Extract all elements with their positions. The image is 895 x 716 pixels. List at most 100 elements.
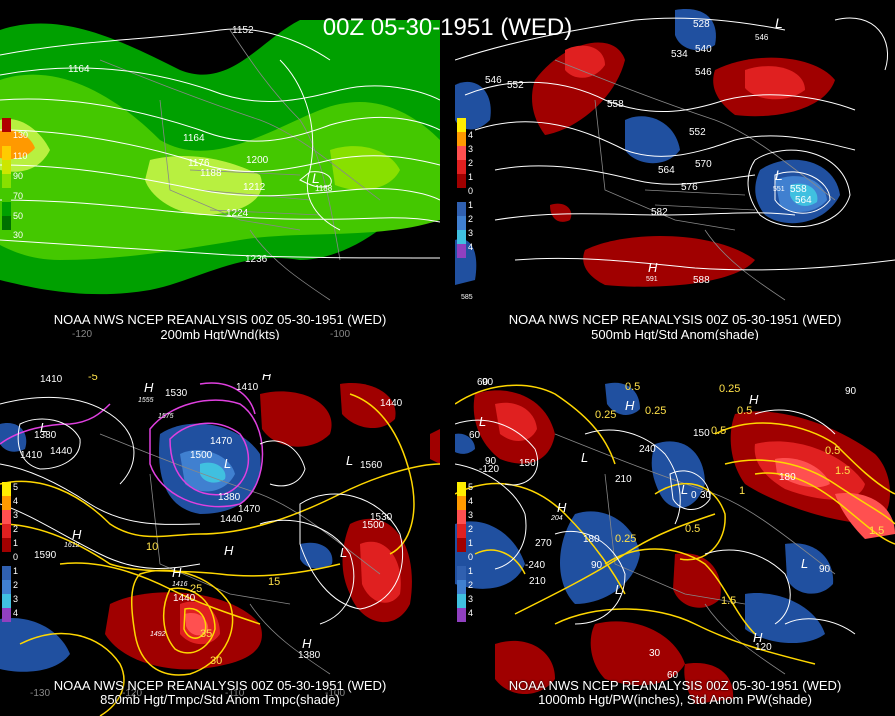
contour-label: -240	[525, 560, 545, 571]
contour-label: 1500	[190, 450, 213, 461]
lon-tick: -120	[72, 329, 92, 340]
legend-label: 70	[13, 191, 24, 201]
high-center: H	[144, 380, 154, 395]
contour-label: 120	[755, 642, 772, 653]
pw-label: 1	[739, 485, 745, 497]
contour-label: 1236	[245, 254, 268, 265]
center-value: 585	[461, 294, 473, 301]
low-center: L	[224, 456, 231, 471]
legend-label: 1	[468, 200, 474, 210]
contour-label: 1560	[360, 460, 383, 471]
legend-swatch	[457, 174, 466, 188]
legend-label: 2	[468, 214, 474, 224]
contour-label: 1176	[188, 158, 210, 169]
pw-label: 0.25	[719, 383, 740, 395]
legend-label: 2	[468, 158, 474, 168]
panel-field: 850mb Hgt/Tmpc/Std Anom Tmpc(shade)	[100, 692, 340, 707]
legend-swatch	[457, 132, 466, 146]
legend-swatch	[2, 216, 11, 230]
contour-label: 1530	[165, 388, 188, 399]
legend-swatch	[457, 482, 466, 496]
legend-label: 2	[13, 524, 19, 534]
legend-label: 4	[13, 496, 19, 506]
contour-label: 558	[790, 184, 807, 195]
high-center: H	[753, 630, 763, 645]
legend-label: 5	[468, 482, 474, 492]
legend-label: 1	[13, 566, 19, 576]
contour-label: 1380	[34, 430, 57, 441]
legend-label: 0	[468, 552, 474, 562]
legend-swatch	[2, 594, 11, 608]
legend-label: 0	[13, 552, 19, 562]
contour-label: 534	[671, 49, 688, 60]
center-value: 1492	[150, 631, 166, 638]
lon-tick: -120	[122, 688, 142, 699]
contour-label: 90	[845, 386, 857, 397]
legend-label: 1	[468, 566, 474, 576]
high-center: H	[302, 636, 312, 651]
low-center: L	[312, 170, 320, 186]
center-value: 204	[550, 515, 563, 522]
legend-label: 130	[13, 130, 29, 140]
legend-swatch	[2, 510, 11, 524]
pw-label: 1.5	[869, 525, 884, 537]
center-value: 1575	[158, 413, 174, 420]
panel-field: 1000mb Hgt/PW(inches), Std Anom PW(shade…	[538, 692, 812, 707]
contour-label: 558	[607, 99, 624, 110]
contour-label: -120	[479, 464, 499, 475]
center-value: 1612	[64, 542, 80, 549]
contour-label: 90	[591, 560, 603, 571]
contour-label: 150	[693, 428, 710, 439]
center-value: 1416	[172, 581, 188, 588]
contour-label: 1410	[236, 382, 259, 393]
legend-swatch	[457, 146, 466, 160]
contour-label: 60	[469, 430, 481, 441]
contour-label: 564	[795, 195, 812, 206]
legend-swatch	[457, 524, 466, 538]
contour-label: 552	[689, 127, 706, 138]
high-center: H	[172, 565, 182, 580]
lon-tick: -100	[325, 688, 345, 699]
low-center: L	[479, 414, 486, 429]
legend-swatch	[457, 160, 466, 174]
contour-label: 564	[658, 165, 675, 176]
low-center: L	[581, 450, 588, 465]
legend-swatch	[2, 160, 11, 174]
panel-200mb: 1152 1164 1164 1176 1188 1200 1212 1224 …	[0, 0, 440, 340]
high-center: H	[224, 543, 234, 558]
contour-label: 576	[681, 182, 698, 193]
contour-label: 1188	[315, 184, 333, 193]
map-850mb: 1410 1410 1440 1380 1470 1500 1530 1410 …	[0, 374, 440, 716]
legend-swatch	[457, 244, 466, 258]
legend-label: 1	[468, 172, 474, 182]
contour-label: 528	[693, 19, 710, 30]
contour-label: 1470	[238, 504, 261, 515]
contour-label: 30	[649, 648, 661, 659]
legend-label: 2	[468, 524, 474, 534]
pw-label: 0.5	[825, 445, 840, 457]
high-center: H	[72, 527, 82, 542]
temp-label: 10	[146, 541, 158, 553]
lon-tick: -100	[330, 329, 350, 340]
panel-field: 200mb Hgt/Wnd(kts)	[160, 327, 280, 340]
map-500mb: 528 534 540 546 546 552 558 564 570 576 …	[455, 0, 895, 340]
legend-label: 3	[13, 510, 19, 520]
panel-source: NOAA NWS NCEP REANALYSIS 00Z 05-30-1951 …	[53, 312, 387, 327]
legend-label: 4	[468, 496, 474, 506]
contour-label: 1440	[380, 398, 403, 409]
contour-label: 1380	[298, 650, 321, 661]
pw-label: 0.25	[595, 409, 616, 421]
contour-label: 546	[755, 33, 769, 42]
contour-label: 546	[695, 67, 712, 78]
low-center: L	[615, 582, 622, 597]
panel-500mb: 528 534 540 546 546 552 558 564 570 576 …	[455, 0, 895, 340]
high-center: H	[625, 398, 635, 413]
legend-swatch	[457, 510, 466, 524]
panel-1000mb: 60 90 -120 150 60 90 210 240 270 180 -24…	[455, 374, 895, 716]
contour-label: 1410	[20, 450, 43, 461]
legend-label: 4	[468, 242, 474, 252]
pw-label: 0.5	[737, 405, 752, 417]
legend-label: 30	[13, 230, 24, 240]
pw-label: 0.5	[625, 381, 640, 393]
contour-label: 90	[485, 456, 497, 467]
